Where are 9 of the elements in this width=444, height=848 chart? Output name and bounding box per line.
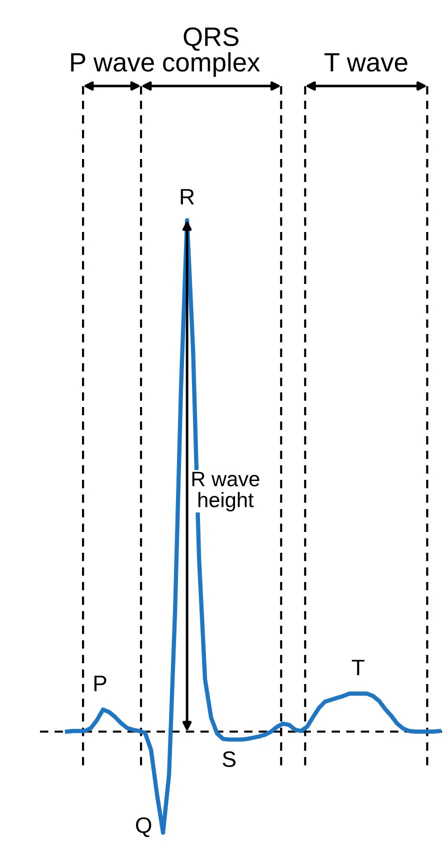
- annotation: T: [352, 660, 364, 676]
- text: R: [180, 189, 194, 204]
- text: QRS complex: [163, 27, 260, 77]
- annotation: Q: [136, 817, 152, 838]
- annotation: P: [94, 676, 106, 692]
- annotation: S: [222, 751, 236, 768]
- text: P wave: [71, 53, 154, 72]
- text: T wave: [324, 53, 408, 72]
- annotation: R wave height: [192, 472, 260, 512]
